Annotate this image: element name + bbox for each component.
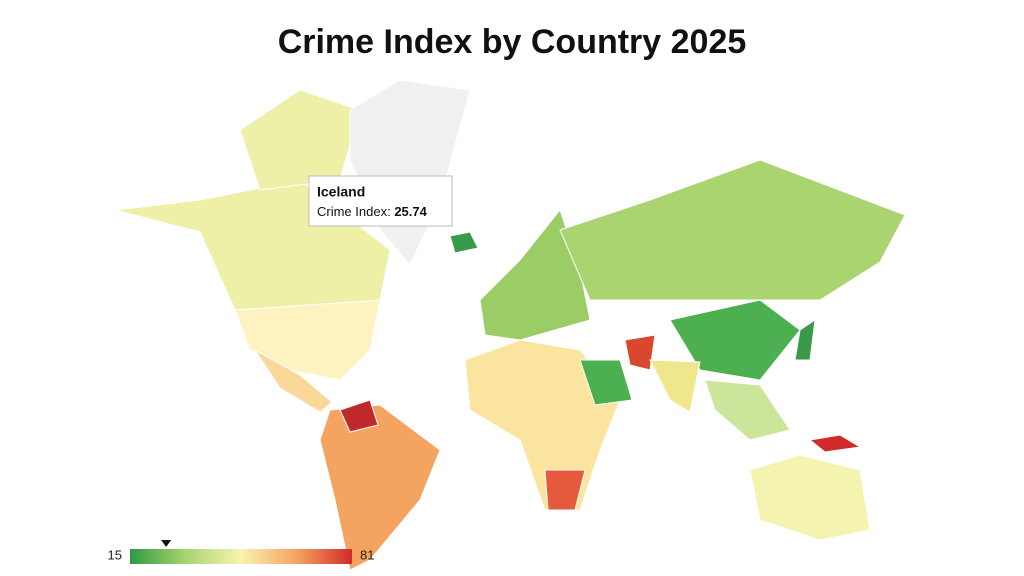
south-africa[interactable]: [544, 469, 586, 511]
usa[interactable]: [234, 299, 381, 381]
legend-max: 81: [360, 547, 374, 562]
legend: 15 81: [108, 540, 374, 564]
india[interactable]: [649, 359, 701, 413]
arctic-islands[interactable]: [239, 89, 361, 191]
world-map: [114, 79, 906, 571]
iceland[interactable]: [449, 231, 479, 254]
tooltip: Iceland Crime Index: 25.74: [308, 175, 453, 227]
europe[interactable]: [479, 208, 591, 341]
tooltip-country: Iceland: [317, 184, 365, 200]
russia[interactable]: [559, 159, 906, 301]
australia[interactable]: [749, 454, 871, 541]
legend-min: 15: [108, 547, 122, 562]
tooltip-line: Crime Index: 25.74: [317, 204, 428, 219]
venezuela[interactable]: [339, 399, 379, 433]
central-america[interactable]: [254, 349, 333, 413]
tooltip-value: 25.74: [394, 204, 427, 219]
japan[interactable]: [794, 318, 816, 361]
afghanistan[interactable]: [624, 334, 656, 371]
legend-bar: [130, 549, 352, 564]
tooltip-label: Crime Index:: [317, 204, 391, 219]
southeast-asia[interactable]: [704, 379, 791, 441]
legend-marker: [161, 540, 172, 547]
saudi-arabia[interactable]: [579, 359, 633, 406]
title: Crime Index by Country 2025: [278, 23, 747, 61]
papua-new-guinea[interactable]: [808, 434, 862, 453]
tooltip-box: [308, 175, 453, 227]
africa[interactable]: [464, 339, 621, 511]
south-america[interactable]: [319, 404, 441, 571]
